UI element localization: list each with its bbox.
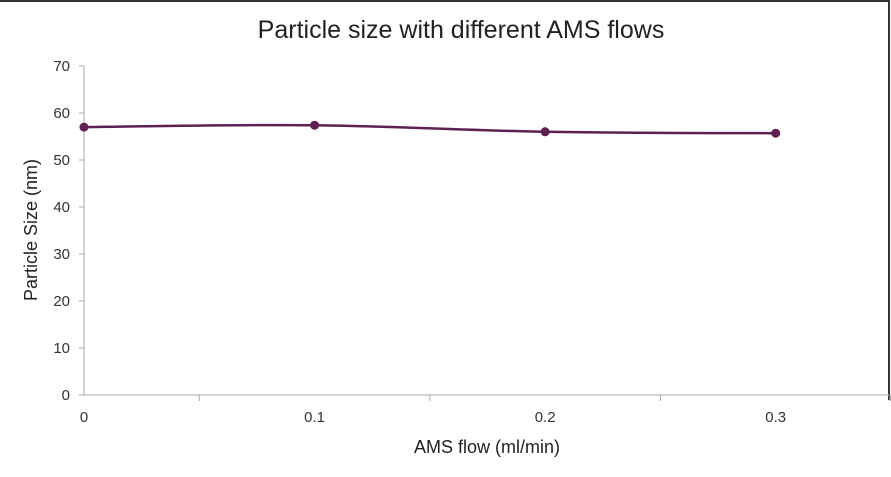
y-tick-label: 70 <box>53 58 70 75</box>
series-line <box>83 123 776 135</box>
data-point <box>540 127 550 137</box>
y-tick-label: 30 <box>53 246 70 263</box>
y-axis-title: Particle Size (nm) <box>21 159 41 301</box>
y-tick-label: 10 <box>53 340 70 357</box>
x-axis-title: AMS flow (ml/min) <box>414 437 560 457</box>
x-tick-label: 0 <box>80 409 88 426</box>
series-group <box>79 120 781 138</box>
x-tick-label: 0.2 <box>535 409 556 426</box>
x-tick-label: 0.1 <box>304 409 325 426</box>
data-point <box>79 122 89 132</box>
x-tick-label: 0.3 <box>765 409 786 426</box>
y-tick-label: 60 <box>53 105 70 122</box>
data-point <box>310 120 320 130</box>
y-axis-ticks: 0 10 20 30 40 50 60 70 <box>53 58 84 404</box>
y-tick-label: 20 <box>53 293 70 310</box>
y-tick-label: 40 <box>53 199 70 216</box>
y-tick-label: 50 <box>53 152 70 169</box>
data-point <box>771 128 781 138</box>
y-tick-label: 0 <box>62 387 70 404</box>
x-axis-ticks: 0 0.1 0.2 0.3 <box>80 395 891 426</box>
chart-title: Particle size with different AMS flows <box>258 16 665 44</box>
